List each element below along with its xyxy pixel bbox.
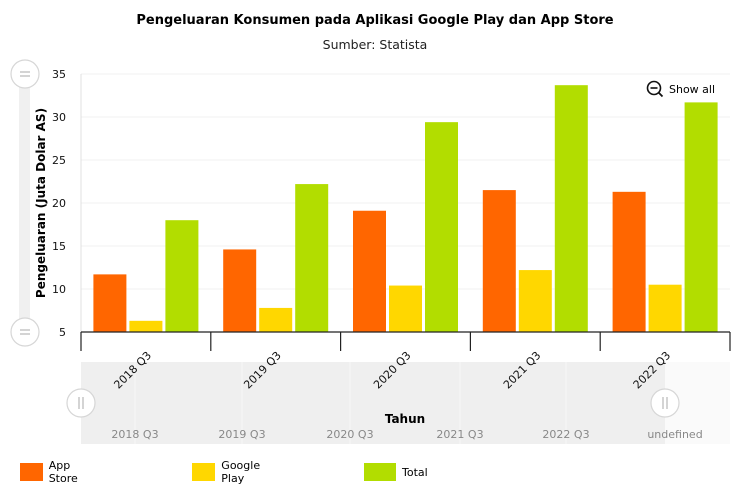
y-tick-label: 20 bbox=[52, 197, 66, 210]
navigator-label: undefined bbox=[647, 428, 702, 441]
bar-google-play[interactable] bbox=[259, 307, 293, 332]
navigator-label: 2020 Q3 bbox=[326, 428, 373, 441]
navigator-handle-left[interactable] bbox=[66, 388, 96, 418]
bar-google-play[interactable] bbox=[518, 270, 552, 332]
bar-total[interactable] bbox=[425, 122, 458, 332]
legend-label-google-play: Google Play bbox=[221, 459, 261, 485]
navigator-handle-right[interactable] bbox=[650, 388, 680, 418]
navigator-background bbox=[81, 362, 730, 444]
show-all-label: Show all bbox=[669, 82, 716, 96]
chart-subtitle: Sumber: Statista bbox=[322, 37, 428, 52]
legend-item-google-play[interactable]: Google Play bbox=[192, 459, 269, 485]
y-range-handle-top[interactable] bbox=[10, 59, 40, 89]
navigator-label: 2018 Q3 bbox=[111, 428, 158, 441]
y-range-track bbox=[19, 78, 30, 326]
y-range-handle-bottom[interactable] bbox=[10, 317, 40, 347]
y-axis-title: Pengeluaran (Juta Dolar AS) bbox=[34, 108, 48, 298]
bar-google-play[interactable] bbox=[648, 284, 682, 332]
bar-google-play[interactable] bbox=[129, 320, 163, 332]
legend-item-app-store[interactable]: App Store bbox=[20, 459, 87, 485]
legend-item-total[interactable]: Total bbox=[364, 462, 428, 482]
y-tick-label: 30 bbox=[52, 111, 66, 124]
y-tick-label: 15 bbox=[52, 240, 66, 253]
bar-total[interactable] bbox=[554, 85, 588, 333]
legend-swatch-total bbox=[364, 463, 396, 481]
bar-app-store[interactable] bbox=[353, 210, 386, 332]
bar-total[interactable] bbox=[295, 184, 329, 332]
bar-total[interactable] bbox=[684, 102, 718, 332]
legend-label-total: Total bbox=[402, 465, 428, 479]
show-all-button[interactable]: Show all bbox=[646, 80, 715, 98]
bar-app-store[interactable] bbox=[223, 249, 257, 332]
navigator-label: 2019 Q3 bbox=[218, 428, 265, 441]
x-axis-title: Tahun bbox=[385, 412, 425, 426]
bar-google-play[interactable] bbox=[389, 285, 422, 332]
y-tick-label: 5 bbox=[59, 326, 66, 339]
navigator-label: 2022 Q3 bbox=[542, 428, 589, 441]
navigator-label: 2021 Q3 bbox=[436, 428, 483, 441]
legend-swatch-google-play bbox=[192, 463, 216, 481]
zoom-out-icon bbox=[646, 80, 664, 98]
y-tick-label: 25 bbox=[52, 154, 66, 167]
y-tick-label: 10 bbox=[52, 283, 66, 296]
bar-app-store[interactable] bbox=[612, 191, 646, 332]
chart-title: Pengeluaran Konsumen pada Aplikasi Googl… bbox=[136, 13, 614, 28]
bar-app-store[interactable] bbox=[482, 190, 516, 332]
bar-total[interactable] bbox=[165, 220, 199, 332]
bar-app-store[interactable] bbox=[93, 274, 127, 332]
legend-swatch-app-store bbox=[20, 463, 43, 481]
y-tick-label: 35 bbox=[52, 68, 66, 81]
legend-label-app-store: App Store bbox=[48, 459, 78, 485]
